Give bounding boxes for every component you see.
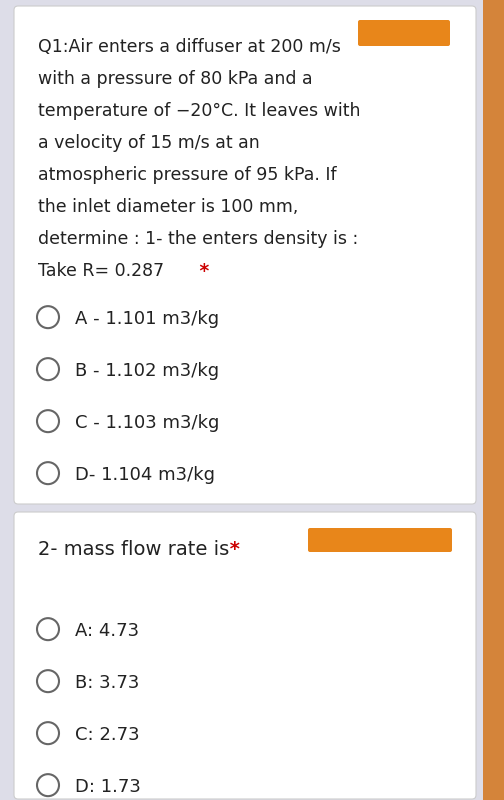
- Text: D: 1.73: D: 1.73: [75, 778, 141, 796]
- Text: D- 1.104 m3/kg: D- 1.104 m3/kg: [75, 466, 215, 484]
- Text: A - 1.101 m3/kg: A - 1.101 m3/kg: [75, 310, 219, 328]
- Text: temperature of −20°C. It leaves with: temperature of −20°C. It leaves with: [38, 102, 360, 120]
- Text: a velocity of 15 m/s at an: a velocity of 15 m/s at an: [38, 134, 260, 152]
- Text: with a pressure of 80 kPa and a: with a pressure of 80 kPa and a: [38, 70, 312, 88]
- Text: A: 4.73: A: 4.73: [75, 622, 139, 640]
- Text: Q1:Air enters a diffuser at 200 m/s: Q1:Air enters a diffuser at 200 m/s: [38, 38, 341, 56]
- Text: C - 1.103 m3/kg: C - 1.103 m3/kg: [75, 414, 219, 432]
- FancyBboxPatch shape: [358, 20, 450, 46]
- Bar: [483, 0, 504, 800]
- Text: 2- mass flow rate is: 2- mass flow rate is: [38, 540, 229, 559]
- Text: determine : 1- the enters density is :: determine : 1- the enters density is :: [38, 230, 358, 248]
- Text: B - 1.102 m3/kg: B - 1.102 m3/kg: [75, 362, 219, 380]
- FancyBboxPatch shape: [14, 512, 476, 799]
- Text: *: *: [223, 540, 240, 559]
- Text: Take R= 0.287: Take R= 0.287: [38, 262, 164, 280]
- FancyBboxPatch shape: [14, 6, 476, 504]
- Text: atmospheric pressure of 95 kPa. If: atmospheric pressure of 95 kPa. If: [38, 166, 337, 184]
- Text: the inlet diameter is 100 mm,: the inlet diameter is 100 mm,: [38, 198, 298, 216]
- Text: *: *: [193, 262, 209, 281]
- FancyBboxPatch shape: [308, 528, 452, 552]
- Text: B: 3.73: B: 3.73: [75, 674, 140, 692]
- Text: C: 2.73: C: 2.73: [75, 726, 140, 744]
